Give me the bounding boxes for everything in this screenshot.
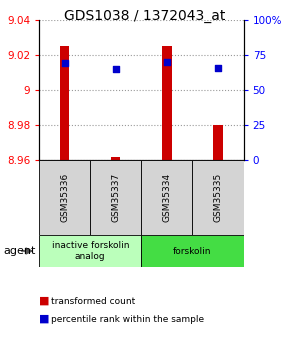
Point [165,59,169,65]
Text: GSM35334: GSM35334 [162,173,171,222]
Point [62,61,67,66]
Text: inactive forskolin
analog: inactive forskolin analog [52,241,129,261]
Text: GDS1038 / 1372043_at: GDS1038 / 1372043_at [64,9,226,23]
Bar [39,235,142,267]
Text: GSM35337: GSM35337 [111,173,120,222]
Bar [60,46,69,160]
Text: GSM35336: GSM35336 [60,173,69,222]
Bar [213,125,223,160]
Text: transformed count: transformed count [51,296,135,306]
Text: forskolin: forskolin [173,246,212,256]
Bar [39,160,90,235]
Bar [193,160,244,235]
Bar [90,160,142,235]
Text: ■: ■ [39,314,50,324]
Bar [162,46,171,160]
Bar [142,160,193,235]
Text: ■: ■ [39,296,50,306]
Text: agent: agent [3,246,35,256]
Text: percentile rank within the sample: percentile rank within the sample [51,315,204,324]
Bar [111,157,120,160]
Text: GSM35335: GSM35335 [213,173,222,222]
Point [216,65,220,70]
Bar [142,235,244,267]
Point [113,66,118,72]
